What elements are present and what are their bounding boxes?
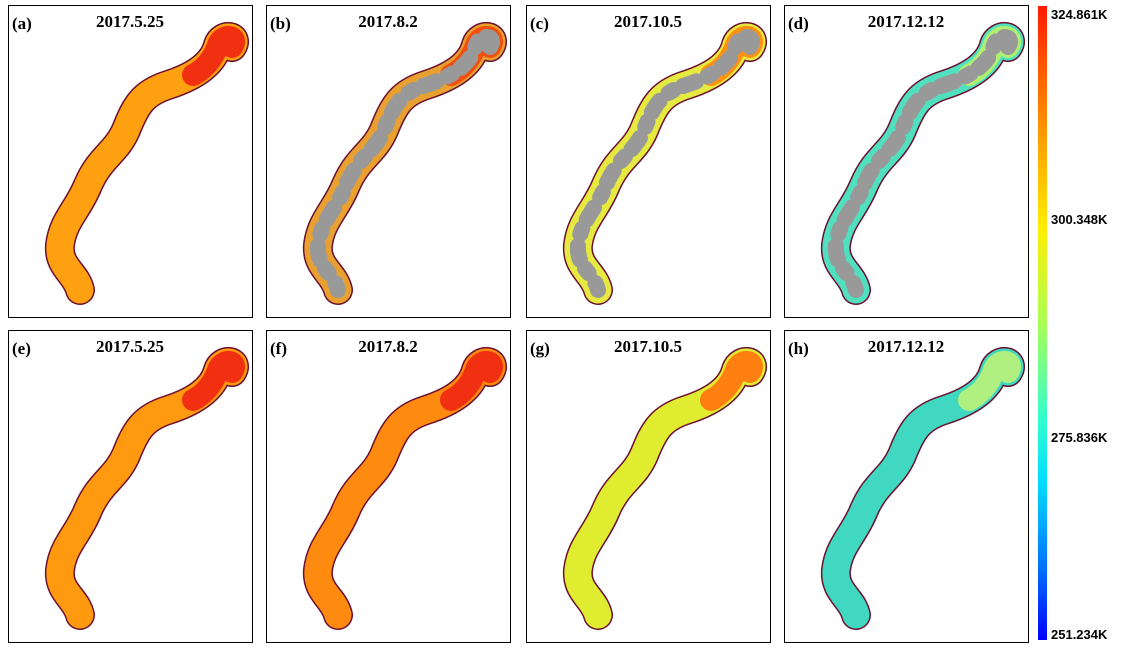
panel-date: 2017.5.25 (96, 12, 164, 31)
map-panel: (h) 2017.12.12 (784, 330, 1029, 643)
panel-date: 2017.12.12 (868, 337, 945, 356)
map-panel: (a) 2017.5.25 (8, 5, 253, 318)
cloud-mask (569, 29, 760, 298)
map-panel: (g) 2017.10.5 (526, 330, 771, 643)
colorbar (1038, 6, 1047, 640)
panel-label: (b) (270, 14, 291, 33)
colorbar-tick-label: 300.348K (1051, 212, 1108, 227)
panel-label: (f) (270, 339, 287, 358)
river-hot-zone (182, 26, 245, 86)
map-panel: (b) 2017.8.2 (266, 5, 511, 318)
map-panel: (c) 2017.10.5 (526, 5, 771, 318)
panel-label: (e) (12, 339, 31, 358)
river-hot-zone (700, 351, 763, 411)
panel-date: 2017.8.2 (358, 337, 418, 356)
panel-label: (c) (530, 14, 549, 33)
panel-label: (h) (788, 339, 809, 358)
river-hot-zone (440, 351, 503, 411)
panel-label: (a) (12, 14, 32, 33)
panel-date: 2017.8.2 (358, 12, 418, 31)
panel-date: 2017.10.5 (614, 12, 682, 31)
river-hot-zone (958, 351, 1021, 411)
river-hot-zone (182, 351, 245, 411)
panel-date: 2017.12.12 (868, 12, 945, 31)
panel-date: 2017.10.5 (614, 337, 682, 356)
cloud-mask (309, 29, 500, 298)
map-panel: (d) 2017.12.12 (784, 5, 1029, 318)
map-panel: (e) 2017.5.25 (8, 330, 253, 643)
panel-label: (g) (530, 339, 550, 358)
map-panel: (f) 2017.8.2 (266, 330, 511, 643)
panel-date: 2017.5.25 (96, 337, 164, 356)
colorbar-tick-label: 275.836K (1051, 430, 1108, 445)
panel-label: (d) (788, 14, 809, 33)
cloud-mask (827, 29, 1018, 298)
colorbar-tick-label: 251.234K (1051, 627, 1108, 642)
colorbar-tick-label: 324.861K (1051, 7, 1108, 22)
